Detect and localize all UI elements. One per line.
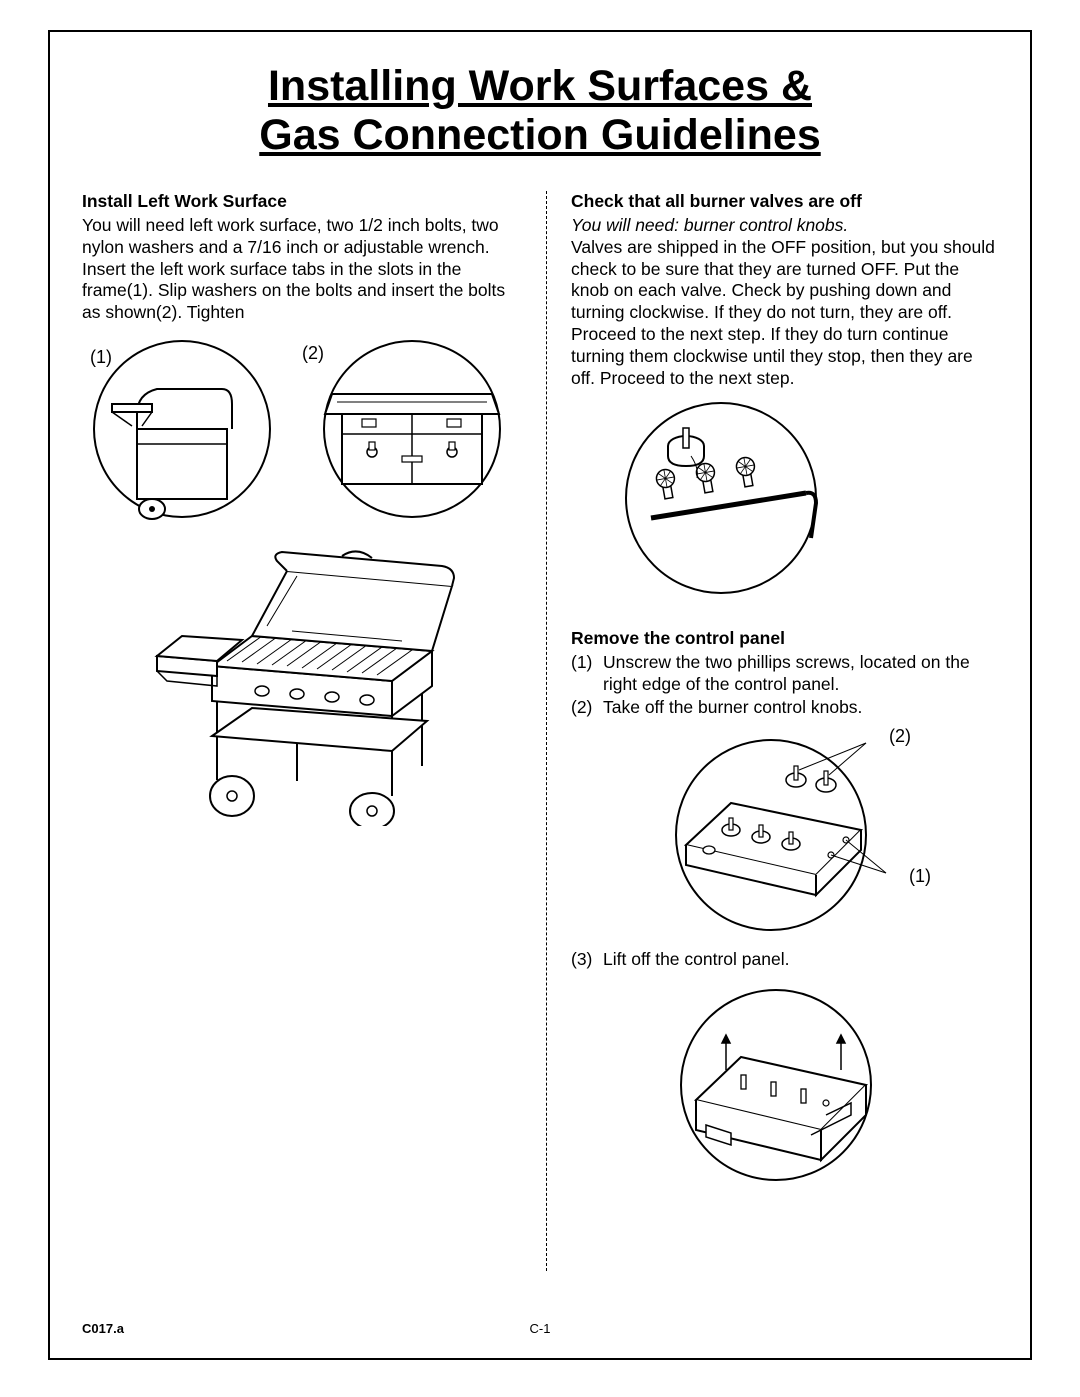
grill-iso-svg <box>142 536 462 826</box>
left-heading: Install Left Work Surface <box>82 191 522 213</box>
r1-body: Valves are shipped in the OFF position, … <box>571 237 998 390</box>
r2-item-1: (1) Unscrew the two phillips screws, loc… <box>571 652 998 696</box>
r2-item-1-num: (1) <box>571 652 597 696</box>
left-body: You will need left work surface, two 1/2… <box>82 215 522 324</box>
cp2-svg <box>671 985 881 1185</box>
page-frame: Installing Work Surfaces & Gas Connectio… <box>48 30 1032 1360</box>
cp1-label-1: (1) <box>909 865 931 888</box>
figure-1: (1) <box>82 334 282 524</box>
footer-center: C-1 <box>530 1321 551 1336</box>
r2-item-3-text: Lift off the control panel. <box>603 949 789 971</box>
r1-subheading: You will need: burner control knobs. <box>571 215 998 237</box>
footer-left: C017.a <box>82 1321 124 1336</box>
left-figure-row: (1) (2) <box>82 334 522 524</box>
figure-2-svg <box>302 334 522 524</box>
title-line-2: Gas Connection Guidelines <box>82 111 998 160</box>
cp1-label-2: (2) <box>889 725 911 748</box>
figure-2: (2) <box>302 334 522 524</box>
figure-control-panel-2 <box>671 985 881 1185</box>
column-divider <box>546 191 547 1271</box>
right-column: Check that all burner valves are off You… <box>571 191 998 1271</box>
figure-control-panel-1: (2) (1) <box>651 725 931 935</box>
figure-grill-iso <box>142 536 462 826</box>
left-column: Install Left Work Surface You will need … <box>82 191 522 1271</box>
r2-item-3-num: (3) <box>571 949 597 971</box>
r2-heading: Remove the control panel <box>571 628 998 650</box>
valves-svg <box>611 398 831 598</box>
two-column-layout: Install Left Work Surface You will need … <box>82 191 998 1271</box>
r1-heading: Check that all burner valves are off <box>571 191 998 213</box>
cp1-svg <box>651 725 911 935</box>
figure-valves <box>611 398 831 598</box>
figure-1-label: (1) <box>90 346 112 369</box>
figure-2-label: (2) <box>302 342 324 365</box>
r2-item-3: (3) Lift off the control panel. <box>571 949 998 971</box>
page-title-block: Installing Work Surfaces & Gas Connectio… <box>82 62 998 161</box>
r2-item-2-text: Take off the burner control knobs. <box>603 697 862 719</box>
page-footer: C017.a C-1 <box>82 1321 998 1336</box>
figure-1-svg <box>82 334 282 524</box>
title-line-1: Installing Work Surfaces & <box>82 62 998 111</box>
r2-item-2: (2) Take off the burner control knobs. <box>571 697 998 719</box>
r2-item-2-num: (2) <box>571 697 597 719</box>
r2-item-1-text: Unscrew the two phillips screws, located… <box>603 652 998 696</box>
